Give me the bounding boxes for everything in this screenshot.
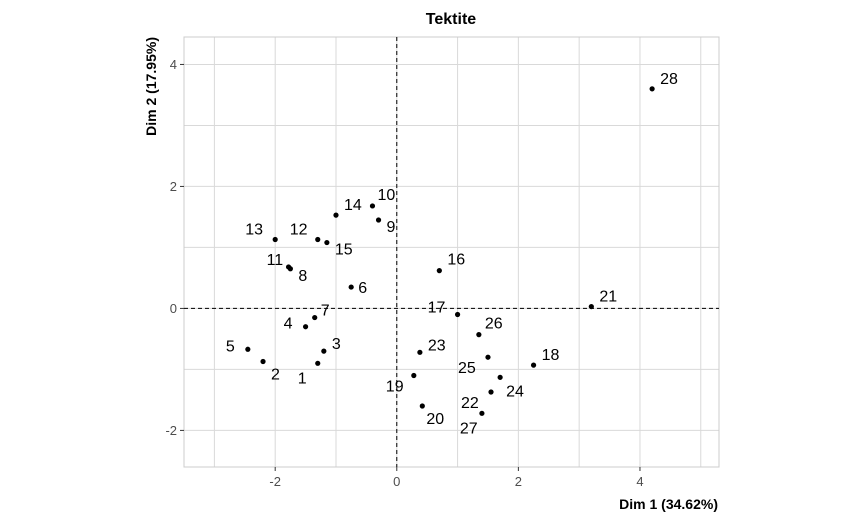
data-point <box>312 314 318 321</box>
point-label: 8 <box>298 268 307 285</box>
data-point <box>419 403 425 409</box>
point-label: 28 <box>660 71 678 88</box>
point-label: 10 <box>377 187 395 204</box>
point-label: 5 <box>226 338 235 355</box>
data-point <box>369 203 376 209</box>
data-point <box>476 332 482 338</box>
point-label: 20 <box>426 411 444 428</box>
point-label: 6 <box>358 280 367 297</box>
data-point <box>285 264 292 270</box>
x-tick-label: -2 <box>269 474 281 489</box>
data-point <box>530 362 537 368</box>
data-point <box>454 311 461 318</box>
point-label: 11 <box>267 252 284 269</box>
panel-border <box>183 36 720 468</box>
point-label: 18 <box>542 347 560 364</box>
point-label: 17 <box>428 300 446 317</box>
y-tick-label: -2 <box>165 423 177 438</box>
point-label: 22 <box>461 395 479 412</box>
point-label: 27 <box>460 420 478 437</box>
y-axis-title: Dim 2 (17.95%) <box>143 37 159 136</box>
point-label: 3 <box>332 336 341 353</box>
data-point <box>497 374 503 380</box>
plot-panel: -2 0 2 4-2024123456789101112131415161718192… <box>165 36 720 489</box>
point-label: 16 <box>447 252 465 269</box>
data-point <box>324 239 330 246</box>
point-label: 13 <box>245 221 263 238</box>
point-label: 23 <box>428 337 446 354</box>
y-tick-label: 2 <box>170 179 177 194</box>
data-point <box>375 217 382 223</box>
data-point <box>245 346 251 352</box>
x-tick-label: 0 <box>393 474 400 489</box>
point-label: 21 <box>599 289 617 306</box>
point-label: 7 <box>321 303 330 320</box>
point-label: 26 <box>485 316 503 333</box>
data-point <box>488 389 494 395</box>
data-point <box>333 212 339 218</box>
point-label: 9 <box>387 219 396 236</box>
data-point <box>315 360 321 366</box>
data-point <box>649 86 655 92</box>
x-axis-title: Dim 1 (34.62%) <box>619 496 718 512</box>
data-point <box>411 372 417 379</box>
data-point <box>272 236 278 243</box>
data-point <box>417 349 423 355</box>
data-point <box>315 236 321 243</box>
point-label: 24 <box>506 383 524 400</box>
point-label: 14 <box>344 197 362 214</box>
point-label: 15 <box>335 242 353 259</box>
point-label: 12 <box>290 221 308 238</box>
data-point <box>302 324 309 330</box>
point-label: 4 <box>284 316 293 333</box>
data-point <box>348 284 354 290</box>
point-label: 1 <box>298 370 307 387</box>
data-point <box>485 354 491 360</box>
chart-title: Tektite <box>426 11 476 28</box>
data-point <box>479 410 485 416</box>
y-tick-label: 4 <box>170 57 177 72</box>
data-point <box>588 303 594 310</box>
y-tick-label: 0 <box>170 301 177 316</box>
data-point <box>260 358 266 365</box>
data-point <box>321 348 327 354</box>
point-label: 25 <box>458 360 476 377</box>
data-point <box>436 268 442 274</box>
x-tick-label: 2 <box>515 474 522 489</box>
x-tick-label: 4 <box>636 474 643 489</box>
point-label: 19 <box>386 379 404 396</box>
point-label: 2 <box>271 366 280 383</box>
